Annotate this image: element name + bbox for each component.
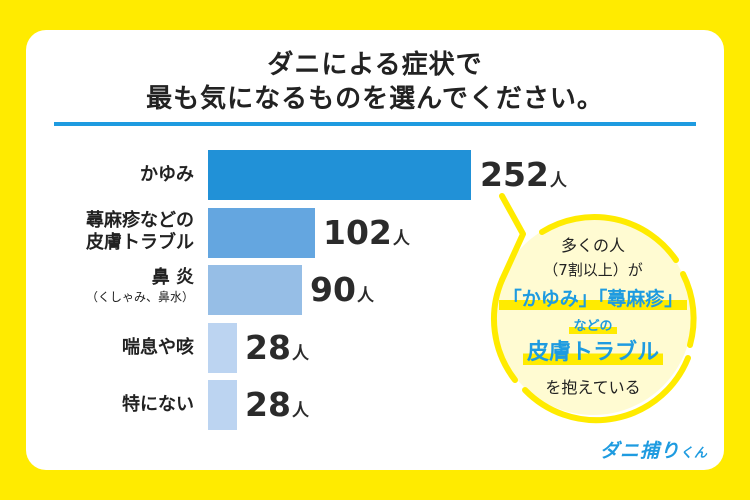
bar-label-sub: （くしゃみ、鼻水）	[85, 290, 194, 304]
bar-label-itching: かゆみ	[140, 164, 194, 186]
bar-label-skin-trouble: 蕁麻疹などの 皮膚トラブル	[86, 210, 194, 254]
bar-label-text: 特にない	[122, 394, 194, 415]
value-number: 252	[480, 155, 549, 194]
bar-label-rhinitis: 鼻 炎 （くしゃみ、鼻水）	[86, 267, 194, 305]
callout-highlight-skin: 皮膚トラブル	[522, 340, 663, 365]
callout-line-1: 多くの人	[560, 236, 625, 255]
bar-label-text: 喘息や咳	[122, 337, 194, 358]
value-unit: 人	[291, 344, 309, 364]
callout-highlight-symptoms: 「かゆみ」「蕁麻疹」	[498, 288, 688, 310]
bar-label-none: 特にない	[122, 394, 194, 416]
bar-value-none: 28人	[245, 380, 309, 436]
brand-logo: ダニ捕りくん	[600, 436, 708, 463]
value-unit: 人	[392, 229, 410, 249]
value-number: 28	[245, 385, 291, 424]
title-line-1: ダニによる症状で	[267, 50, 483, 80]
bar-label-line1: 蕁麻疹などの	[86, 210, 194, 231]
bar-rhinitis	[208, 265, 302, 315]
bar-itching	[208, 150, 471, 200]
callout-line-3: 「かゆみ」「蕁麻疹」	[493, 286, 693, 312]
bar-label-text: かゆみ	[140, 164, 194, 185]
bar-value-asthma: 28人	[245, 323, 309, 379]
callout-line-6: を抱えている	[545, 378, 641, 397]
callout-line-2: （7割以上）が	[543, 261, 643, 279]
value-unit: 人	[356, 286, 374, 306]
title-line-2: 最も気になるものを選んでください。	[146, 84, 604, 114]
bar-label-line2: 皮膚トラブル	[86, 232, 194, 253]
callout-highlight-nado: などの	[569, 319, 617, 334]
value-unit: 人	[549, 171, 567, 191]
callout-line-5: 皮膚トラブル	[493, 338, 693, 368]
bar-label-asthma: 喘息や咳	[122, 337, 194, 359]
bar-value-itching: 252人	[480, 150, 567, 206]
callout-line-4: などの	[493, 318, 693, 336]
bar-value-skin-trouble: 102人	[323, 208, 410, 264]
value-unit: 人	[291, 401, 309, 421]
bar-asthma	[208, 323, 237, 373]
logo-main-text: ダニ捕り	[600, 440, 681, 462]
value-number: 90	[310, 270, 356, 309]
bar-label-line1: 鼻 炎	[151, 267, 194, 288]
value-number: 102	[323, 213, 392, 252]
bar-none	[208, 380, 237, 430]
logo-small-text: くん	[680, 446, 709, 461]
bar-skin-trouble	[208, 208, 315, 258]
callout-bubble-icon	[490, 193, 697, 424]
value-number: 28	[245, 328, 291, 367]
bar-value-rhinitis: 90人	[310, 265, 374, 321]
chart-title: ダニによる症状で 最も気になるものを選んでください。	[0, 48, 750, 116]
title-underline	[54, 122, 696, 126]
